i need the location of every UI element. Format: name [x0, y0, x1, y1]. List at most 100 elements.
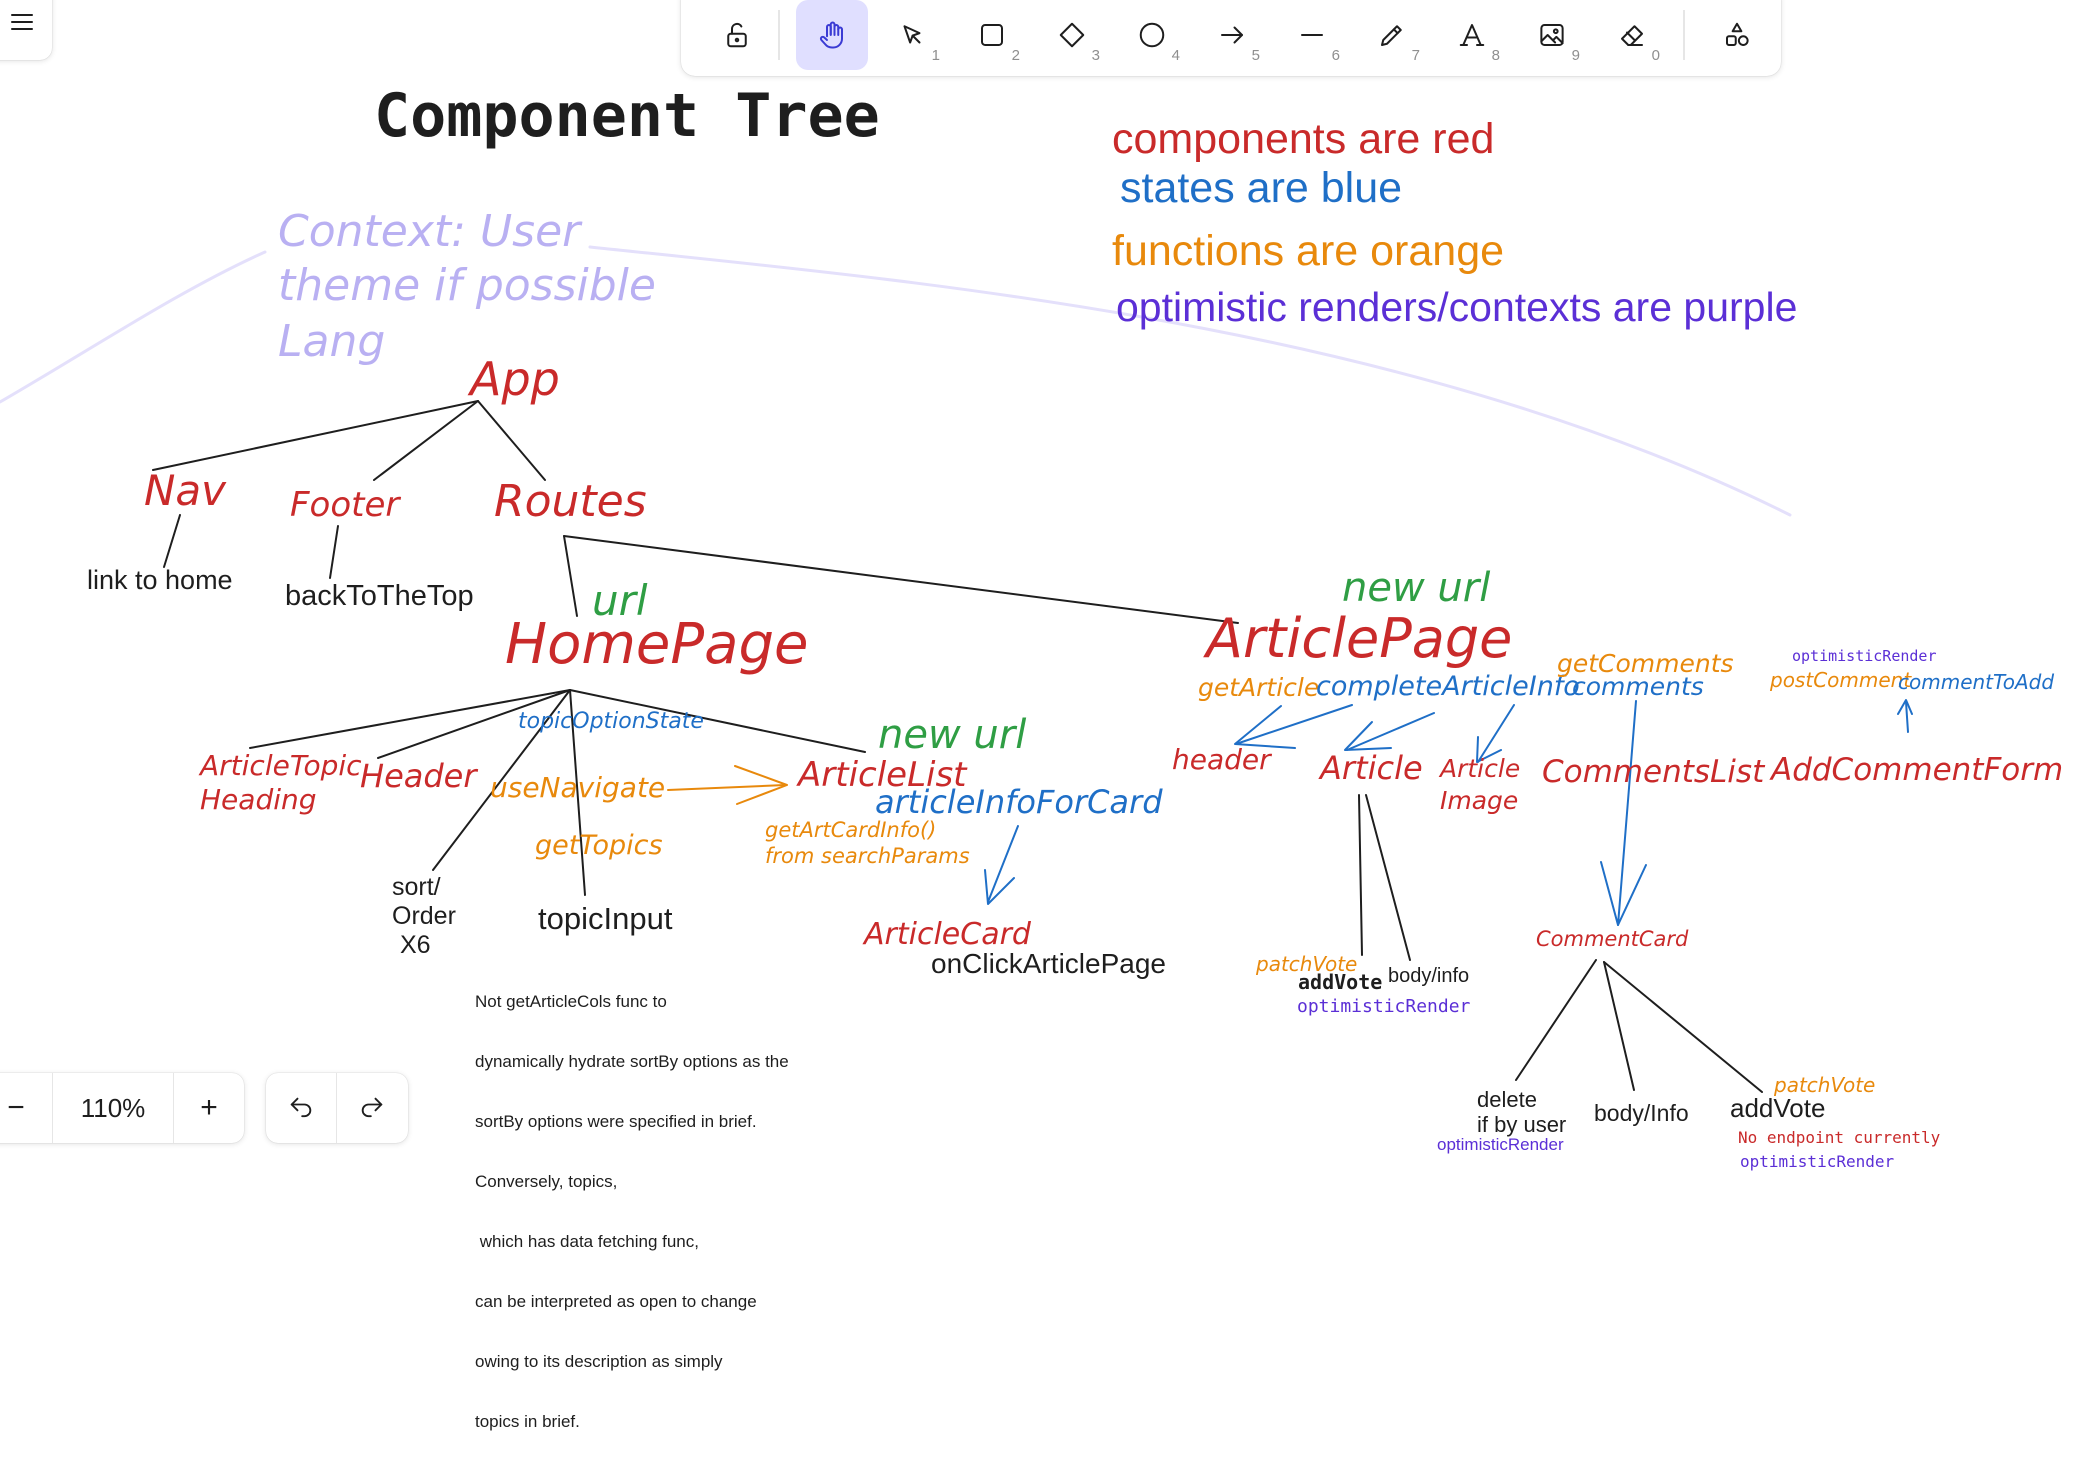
node-on-click-article-page: onClickArticlePage [931, 948, 1166, 979]
fn-get-art-card-info: getArtCardInfo() [765, 818, 937, 842]
state-complete-article-info: completeArticleInfo [1316, 671, 1580, 702]
note-line: Conversely, topics, [475, 1172, 618, 1191]
node-topic-input: topicInput [538, 901, 673, 936]
undo-icon [290, 1097, 312, 1118]
edge-commentcard-addvote [1603, 961, 1763, 1093]
legend-functions: functions are orange [1112, 227, 1505, 275]
arrow-usenavigate [667, 784, 786, 791]
node-footer: Footer [290, 485, 400, 525]
fn-get-topics: getTopics [535, 830, 663, 861]
rectangle-icon [981, 24, 1003, 46]
diamond-tool-button[interactable]: 3 [1036, 0, 1108, 70]
connector-lines [0, 245, 1913, 1093]
label-url: url [592, 576, 648, 625]
undo-button[interactable] [266, 1073, 336, 1143]
node-article-card: ArticleCard [864, 917, 1031, 952]
edge-homepage-sort [432, 689, 571, 871]
zoom-out-button[interactable]: − [7, 1091, 25, 1124]
node-delete: delete [1477, 1087, 1537, 1112]
redo-button[interactable] [337, 1073, 407, 1143]
edge-nav-link [163, 514, 181, 568]
toolbar-divider [1683, 10, 1685, 60]
text-icon [1459, 24, 1485, 46]
zoom-controls: − 110% + [0, 1073, 244, 1143]
state-article-info-for-card: articleInfoForCard [875, 783, 1163, 821]
edge-app-footer [373, 400, 479, 481]
ellipse-tool-button[interactable]: 4 [1116, 0, 1188, 70]
zoom-in-button[interactable]: + [200, 1091, 218, 1124]
edge-commentcard-body [1603, 961, 1635, 1091]
image-tool-button[interactable]: 9 [1516, 0, 1588, 70]
selection-tool-button[interactable]: 1 [876, 0, 948, 70]
node-link-to-home: link to home [87, 565, 233, 595]
optimistic-render-label: optimisticRender [1437, 1135, 1564, 1154]
node-sort-order: Order [392, 902, 456, 930]
note-line: can be interpreted as open to change [475, 1292, 757, 1311]
node-add-vote-article: addVote [1298, 970, 1383, 994]
hand-tool-button[interactable] [796, 0, 868, 70]
state-comment-to-add: commentToAdd [1898, 670, 2055, 694]
more-shapes-button[interactable] [1701, 0, 1773, 70]
state-topic-option: topicOptionState [518, 709, 704, 734]
node-delete: if by user [1477, 1112, 1567, 1137]
optimistic-render-label: optimisticRender [1740, 1152, 1895, 1171]
node-article: Article [1320, 749, 1423, 787]
pencil-icon [1381, 25, 1402, 46]
legend-components: components are red [1112, 115, 1495, 163]
context-note-line: Context: User [278, 206, 581, 257]
text-tool-button[interactable]: 8 [1436, 0, 1508, 70]
lock-tool-button[interactable] [701, 0, 773, 70]
whiteboard-canvas[interactable]: Component Tree components are red states… [0, 0, 2084, 1431]
shortcut-key: 9 [1571, 47, 1580, 64]
node-nav: Nav [144, 466, 227, 515]
node-body-info-comment: body/Info [1594, 1100, 1689, 1126]
diamond-icon [1059, 22, 1085, 48]
unlock-icon [727, 22, 747, 48]
node-article-image: Article [1440, 754, 1521, 783]
rectangle-tool-button[interactable]: 2 [956, 0, 1028, 70]
fn-use-navigate: useNavigate [490, 771, 666, 804]
edge-article-addvote [1358, 794, 1363, 956]
redo-icon [361, 1097, 383, 1118]
node-article-topic-heading: ArticleTopic [200, 749, 362, 782]
shortcut-key: 1 [931, 47, 940, 64]
arrow-commenttoadd [1905, 701, 1909, 733]
line-icon [1301, 34, 1323, 36]
context-note-line: Lang [278, 316, 386, 367]
hand-icon [819, 21, 843, 49]
node-back-to-top: backToTheTop [285, 580, 474, 612]
node-body-info-article: body/info [1388, 965, 1470, 987]
shortcut-key: 0 [1651, 47, 1660, 64]
edge-app-nav [152, 400, 479, 471]
note-line: owing to its description as simply [475, 1352, 723, 1371]
page-title: Component Tree [374, 81, 880, 151]
edge-routes-articlepage [563, 535, 1239, 624]
node-articlepage: ArticlePage [1206, 607, 1513, 670]
arrow-tool-button[interactable]: 5 [1196, 0, 1268, 70]
note-line: which has data fetching func, [475, 1232, 699, 1251]
edge-homepage-topicinput [569, 689, 586, 896]
note-line: sortBy options were specified in brief. [475, 1112, 757, 1131]
edge-footer-backtotop [329, 525, 339, 579]
toolbar-divider [778, 10, 780, 60]
fn-get-comments: getComments [1557, 649, 1734, 678]
shortcut-key: 8 [1491, 47, 1500, 64]
node-sort-order: sort/ [392, 873, 441, 901]
fn-patch-vote-article: patchVote [1256, 952, 1358, 976]
eraser-tool-button[interactable]: 0 [1596, 0, 1668, 70]
node-add-vote-comment: addVote [1730, 1093, 1826, 1123]
zoom-level[interactable]: 110% [80, 1092, 146, 1123]
legend-states: states are blue [1120, 164, 1403, 212]
main-menu-button[interactable] [0, 0, 52, 60]
node-add-comment-form: AddCommentForm [1771, 752, 2064, 788]
node-header-lower: header [1172, 743, 1271, 776]
line-tool-button[interactable]: 6 [1276, 0, 1348, 70]
context-note-line: theme if possible [278, 260, 656, 311]
pointer-icon [903, 25, 921, 44]
node-homepage: HomePage [505, 612, 809, 677]
draw-tool-button[interactable]: 7 [1356, 0, 1428, 70]
edge-commentcard-delete [1515, 959, 1597, 1081]
fn-post-comment: postComment [1770, 668, 1912, 692]
note-line: dynamically hydrate sortBy options as th… [475, 1052, 789, 1071]
image-icon [1540, 24, 1564, 46]
